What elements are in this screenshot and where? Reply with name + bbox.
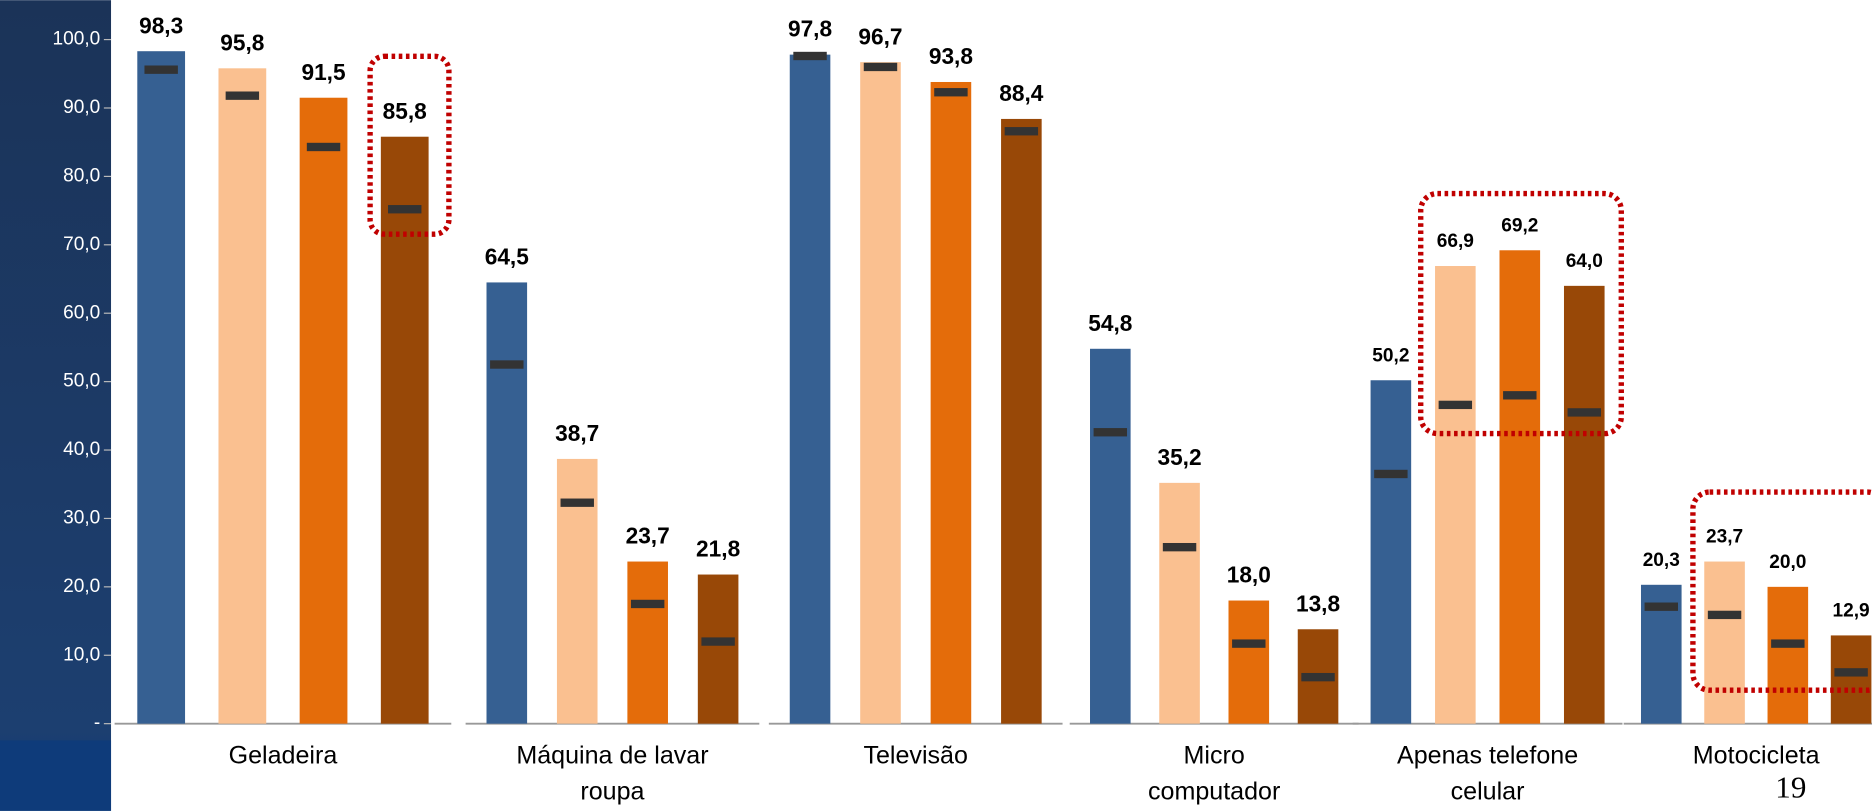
value-label: 20,0	[1769, 552, 1806, 573]
y-tick-label: 10,0	[63, 644, 100, 665]
value-label: 38,7	[555, 420, 599, 446]
reference-marker	[225, 91, 260, 100]
reference-marker	[793, 51, 827, 61]
bar	[1767, 586, 1809, 724]
bar	[1830, 635, 1872, 724]
y-tick-label: 20,0	[63, 576, 100, 597]
value-label: 50,2	[1372, 345, 1409, 366]
bar	[1001, 118, 1042, 724]
bar	[789, 54, 831, 724]
y-tick-label: 80,0	[63, 165, 100, 186]
reference-marker	[701, 637, 735, 646]
side-panel-foot	[0, 740, 112, 811]
plot: - 10,0 20,0 30,0 40,0 50,0 60,0 70,0 80,0 90,0 100…	[53, 12, 1872, 806]
value-label: 96,7	[858, 23, 902, 49]
reference-marker	[934, 88, 968, 97]
bar	[1704, 561, 1745, 724]
page-number: 19	[1775, 770, 1806, 805]
bar	[1370, 380, 1412, 724]
reference-marker	[1567, 408, 1601, 417]
reference-marker	[1707, 610, 1742, 620]
value-label: 13,8	[1296, 590, 1340, 616]
x-tick-label: Micro	[1184, 742, 1245, 770]
y-tick-label: 50,0	[63, 371, 100, 392]
reference-marker	[388, 205, 422, 214]
y-tick-label: 90,0	[63, 97, 100, 118]
reference-marker	[1374, 469, 1408, 479]
reference-marker	[863, 62, 898, 72]
reference-marker	[1438, 400, 1473, 410]
value-label: 97,8	[788, 16, 832, 42]
reference-marker	[1834, 668, 1868, 677]
reference-marker	[1644, 602, 1678, 611]
x-tick-label: celular	[1451, 778, 1525, 806]
value-label: 18,0	[1227, 562, 1271, 588]
bar	[1090, 348, 1131, 724]
value-label: 66,9	[1437, 231, 1474, 252]
reference-marker	[1232, 639, 1266, 648]
reference-marker	[306, 142, 341, 152]
x-tick-label: Máquina de lavar	[516, 742, 708, 770]
reference-marker	[560, 498, 594, 507]
reference-marker	[630, 599, 665, 609]
x-tick-label: Apenas telefone	[1397, 742, 1578, 770]
value-label: 64,0	[1566, 251, 1603, 272]
value-label: 91,5	[301, 59, 345, 85]
x-tick-label: computador	[1148, 778, 1280, 806]
highlight-box	[1418, 190, 1624, 437]
value-label: 20,3	[1643, 550, 1680, 571]
y-tick-label: 30,0	[63, 507, 100, 528]
y-tick-label: 100,0	[53, 29, 101, 50]
bar	[627, 561, 668, 724]
reference-marker	[1162, 542, 1197, 552]
value-label: 35,2	[1157, 444, 1201, 470]
y-tick-label: 60,0	[63, 302, 100, 323]
value-label: 23,7	[626, 523, 670, 549]
reference-marker	[144, 65, 178, 74]
bar	[218, 68, 267, 724]
highlight-box	[1690, 489, 1872, 693]
y-tick-label: 70,0	[63, 234, 100, 255]
value-label: 98,3	[139, 12, 183, 38]
reference-marker	[1301, 672, 1335, 682]
reference-marker	[1771, 639, 1805, 648]
bar	[930, 81, 972, 724]
bar	[860, 62, 901, 724]
value-label: 12,9	[1833, 601, 1870, 622]
bar	[1499, 250, 1541, 724]
bar	[1563, 285, 1605, 724]
bar	[380, 136, 429, 724]
bar	[1159, 482, 1200, 724]
x-tick-label: Televisão	[863, 742, 967, 770]
bar	[1228, 600, 1270, 724]
value-label: 64,5	[485, 244, 529, 270]
x-tick-label: roupa	[580, 778, 644, 806]
value-label: 23,7	[1706, 527, 1743, 548]
side-panel	[0, 0, 112, 811]
value-label: 69,2	[1501, 215, 1538, 236]
bar	[1435, 266, 1476, 724]
value-label: 85,8	[383, 98, 427, 124]
value-label: 95,8	[220, 29, 264, 55]
reference-marker	[1503, 391, 1537, 400]
value-label: 88,4	[999, 80, 1044, 106]
y-tick-label: -	[94, 713, 100, 734]
value-label: 54,8	[1088, 310, 1132, 336]
y-tick-label: 40,0	[63, 439, 100, 460]
x-tick-label: Geladeira	[229, 742, 338, 770]
reference-marker	[1093, 428, 1128, 437]
highlight-box	[367, 53, 452, 237]
bar	[486, 282, 528, 724]
bar	[697, 574, 739, 724]
reference-marker	[1004, 127, 1039, 136]
bar	[137, 51, 186, 724]
reference-marker	[490, 360, 524, 369]
value-label: 93,8	[929, 43, 973, 69]
value-label: 21,8	[696, 536, 740, 562]
bar	[299, 97, 348, 724]
x-tick-label: Motocicleta	[1693, 742, 1820, 770]
